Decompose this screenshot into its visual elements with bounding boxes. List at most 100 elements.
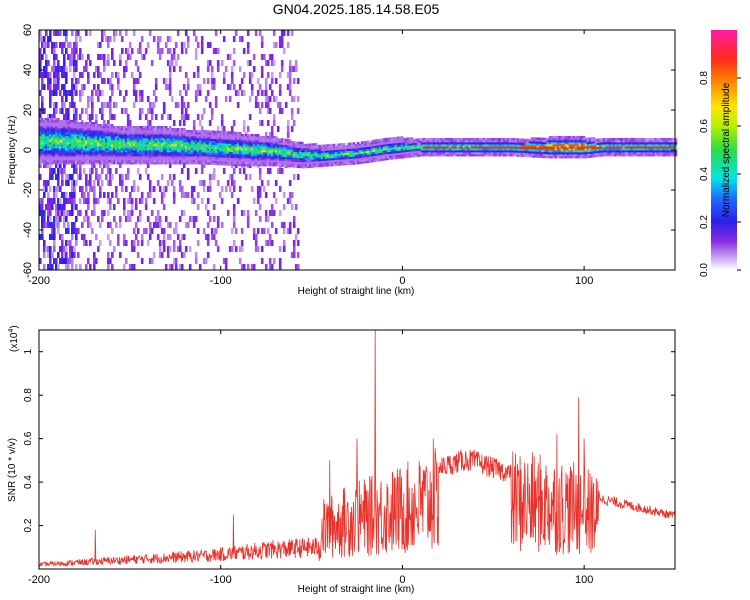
- spectrogram-noise-cell: [296, 264, 300, 270]
- spectrogram-ridge-cell: [126, 158, 130, 161]
- spectrogram-ridge-cell: [362, 159, 366, 162]
- spectrogram-ridge-cell: [73, 154, 76, 157]
- spectrogram-noise-cell: [53, 102, 56, 108]
- spectrogram-ridge-cell: [63, 122, 66, 125]
- spectrogram-ridge-cell: [278, 152, 282, 155]
- spectrogram-ridge-cell: [438, 148, 442, 151]
- spectrogram-noise-cell: [220, 198, 224, 204]
- spectrogram-ridge-cell: [372, 157, 376, 161]
- spectrogram-noise-cell: [69, 66, 72, 72]
- spectrogram-noise-cell: [97, 54, 100, 60]
- spectrogram-noise-cell: [158, 36, 162, 42]
- spectrogram-ridge-cell: [160, 154, 164, 157]
- spectrogram-noise-cell: [123, 234, 126, 240]
- spectrogram-ridge-cell: [496, 152, 500, 155]
- spectrogram-ridge-cell: [220, 147, 224, 150]
- spectrogram-ridge-cell: [242, 160, 246, 163]
- spectrogram-ridge-cell: [202, 152, 206, 155]
- spectrogram-ridge-cell: [290, 157, 294, 160]
- spectrogram-ridge-cell: [234, 161, 238, 165]
- spectrogram-ridge-cell: [500, 138, 504, 141]
- spectrogram-noise-cell: [210, 72, 214, 78]
- spectrogram-noise-cell: [276, 102, 280, 108]
- spectrogram-ridge-cell: [83, 160, 86, 163]
- spectrogram-ridge-cell: [408, 153, 412, 156]
- spectrogram-ridge-cell: [206, 154, 210, 157]
- spectrogram-ridge-cell: [402, 140, 406, 143]
- spectrogram-ridge-cell: [516, 146, 520, 149]
- spectrogram-noise-cell: [140, 258, 144, 264]
- spectrogram-ridge-cell: [408, 155, 412, 158]
- spectrogram-ridge-cell: [83, 136, 86, 139]
- spectrogram-ridge-cell: [180, 144, 184, 147]
- spectrogram-ridge-cell: [111, 162, 114, 165]
- spectrogram-noise-cell: [101, 54, 104, 60]
- spectrogram-ridge-cell: [168, 148, 172, 151]
- spectrogram-ridge-cell: [184, 156, 188, 159]
- spectrogram-ridge-cell: [240, 142, 244, 145]
- spectrogram-ridge-cell: [442, 144, 446, 147]
- spectrogram-noise-cell: [91, 102, 94, 108]
- spectrogram-ridge-cell: [57, 138, 60, 141]
- spectrogram-ridge-cell: [166, 132, 170, 135]
- spectrogram-noise-cell: [270, 264, 274, 270]
- spectrogram-noise-cell: [49, 114, 52, 120]
- spectrogram-ridge-cell: [121, 152, 124, 155]
- spectrogram-ridge-cell: [408, 145, 412, 148]
- spectrogram-ridge-cell: [194, 140, 198, 143]
- spectrogram-noise-cell: [140, 36, 144, 42]
- spectrogram-ridge-cell: [316, 156, 320, 160]
- spectrogram-ridge-cell: [65, 154, 68, 157]
- spectrogram-ridge-cell: [142, 146, 146, 149]
- spectrogram-ridge-cell: [220, 159, 224, 162]
- spectrogram-ridge-cell: [270, 154, 274, 157]
- spectrogram-ridge-cell: [41, 160, 44, 163]
- spectrogram-ridge-cell: [81, 140, 84, 143]
- spectrogram-noise-cell: [107, 36, 110, 42]
- spectrogram-ridge-cell: [134, 142, 138, 145]
- spectrogram-ridge-cell: [65, 132, 68, 135]
- spectrogram-noise-cell: [290, 114, 294, 120]
- spectrogram-noise-cell: [290, 126, 294, 132]
- spectrogram-noise-cell: [85, 66, 88, 72]
- spectrogram-noise-cell: [49, 222, 52, 228]
- spectrogram-ridge-cell: [258, 148, 262, 151]
- spectrogram-ridge-cell: [250, 156, 254, 159]
- spectrogram-ridge-cell: [123, 126, 126, 129]
- spectrogram-ridge-cell: [302, 164, 306, 167]
- spectrogram-ridge-cell: [298, 157, 302, 161]
- spectrogram-ridge-cell: [362, 141, 366, 144]
- spectrogram-ridge-cell: [130, 156, 134, 159]
- spectrogram-noise-cell: [45, 66, 48, 72]
- spectrogram-ridge-cell: [186, 146, 190, 149]
- spectrogram-ridge-cell: [178, 130, 182, 133]
- spectrogram-ridge-cell: [236, 159, 240, 163]
- spectrogram-ridge-cell: [57, 132, 60, 135]
- spectrogram-ridge-cell: [87, 152, 90, 155]
- spectrogram-ridge-cell: [444, 148, 448, 151]
- spectrogram-ridge-cell: [384, 139, 388, 143]
- spectrogram-ridge-cell: [268, 158, 272, 161]
- spectrogram-ridge-cell: [47, 160, 50, 163]
- spectrogram-ridge-cell: [402, 152, 406, 155]
- spectrogram-ridge-cell: [392, 139, 396, 142]
- spectrogram-ridge-cell: [280, 156, 284, 159]
- spectrogram-noise-cell: [109, 198, 112, 204]
- spectrogram-noise-cell: [206, 78, 210, 84]
- spectrogram-ridge-cell: [178, 138, 182, 141]
- spectrogram-ridge-cell: [294, 157, 298, 160]
- spectrogram-ridge-cell: [220, 153, 224, 156]
- spectrogram-ridge-cell: [41, 136, 44, 139]
- spectrogram-noise-cell: [53, 192, 56, 198]
- spectrogram-ridge-cell: [366, 160, 370, 163]
- spectrogram-ridge-cell: [59, 132, 62, 135]
- spectrogram-ridge-cell: [162, 144, 166, 147]
- spectrogram-noise-cell: [49, 186, 52, 192]
- spectrogram-ridge-cell: [119, 142, 122, 145]
- spectrogram-ridge-cell: [230, 159, 234, 162]
- spectrogram-ridge-cell: [286, 140, 290, 144]
- spectrogram-ridge-cell: [230, 143, 234, 146]
- spectrogram-ridge-cell: [186, 140, 190, 143]
- spectrogram-ridge-cell: [514, 142, 518, 145]
- spectrogram-ridge-cell: [262, 146, 266, 149]
